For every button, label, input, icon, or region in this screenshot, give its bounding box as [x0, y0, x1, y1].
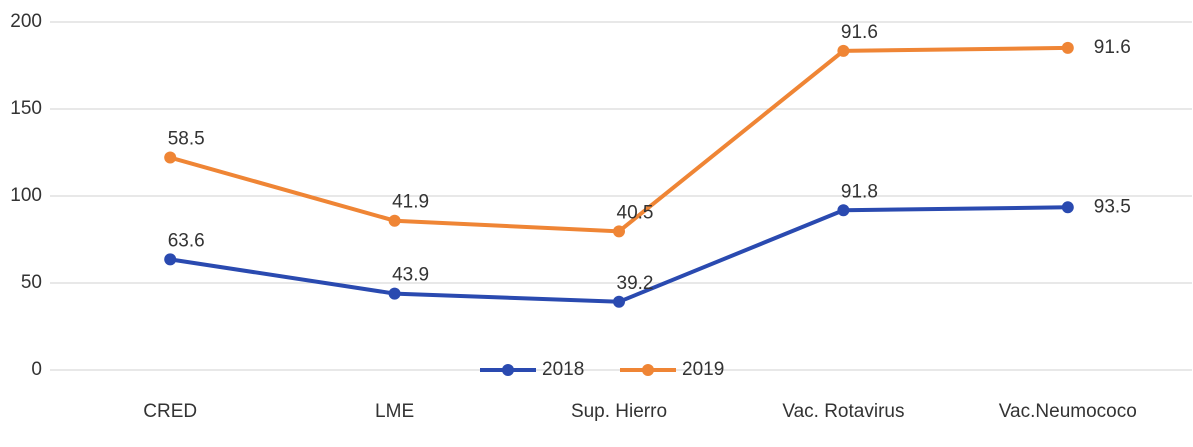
data-label: 58.5 — [168, 129, 205, 150]
data-label: 39.2 — [617, 273, 654, 294]
y-tick-label: 150 — [10, 98, 42, 119]
data-label: 91.8 — [841, 181, 878, 202]
x-tick-label: LME — [375, 401, 414, 422]
data-label: 93.5 — [1094, 196, 1131, 217]
y-tick-label: 100 — [10, 185, 42, 206]
x-tick-label: Vac. Rotavirus — [782, 401, 904, 422]
legend-swatch-dot — [642, 364, 654, 376]
data-label: 91.6 — [841, 22, 878, 43]
point — [164, 151, 177, 164]
y-tick-label: 50 — [21, 272, 42, 293]
point — [613, 295, 625, 308]
point — [837, 44, 850, 57]
data-label: 63.6 — [168, 230, 205, 251]
y-tick-label: 0 — [31, 359, 42, 380]
point — [164, 253, 177, 266]
y-tick-label: 200 — [10, 11, 42, 32]
point — [388, 287, 401, 300]
data-label: 40.5 — [617, 202, 654, 223]
point — [388, 214, 401, 227]
point — [1061, 41, 1074, 54]
legend-label: 2019 — [682, 359, 724, 380]
legend-label: 2018 — [542, 359, 584, 380]
point — [837, 204, 850, 217]
legend-swatch-dot — [502, 364, 514, 376]
x-tick-label: Vac.Neumococo — [999, 401, 1137, 422]
x-tick-label: CRED — [143, 401, 197, 422]
data-label: 41.9 — [392, 192, 429, 213]
data-label: 91.6 — [1094, 37, 1131, 58]
point — [1061, 201, 1074, 214]
data-label: 43.9 — [392, 265, 429, 286]
point — [613, 225, 625, 238]
x-tick-label: Sup. Hierro — [571, 401, 667, 422]
